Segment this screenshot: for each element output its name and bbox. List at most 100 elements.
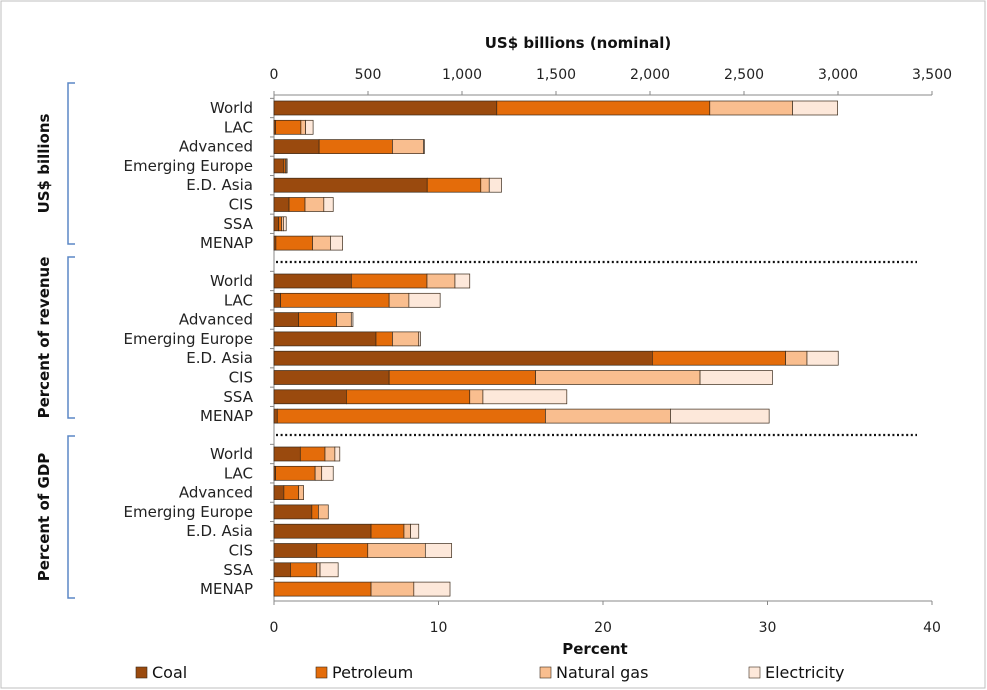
bar-segment-coal xyxy=(273,216,280,232)
bar-segment-petroleum xyxy=(273,581,372,597)
bar-segment-petroleum xyxy=(275,119,302,135)
bar-segment-petroleum xyxy=(426,177,482,193)
labels: 0 500 1,000 1,500 2,000 2,500 3,000 3,500 US$ bi… xyxy=(35,34,952,658)
group-label: US$ billions xyxy=(35,113,53,213)
bar-segment-petroleum xyxy=(651,350,786,366)
bar-segment-electricity xyxy=(305,119,314,135)
bar-segment-natural-gas xyxy=(318,504,329,520)
bar-segment-coal xyxy=(273,273,352,289)
bar-segment-electricity xyxy=(330,235,343,251)
bar-segment-natural-gas xyxy=(370,581,415,597)
bar-segment-electricity xyxy=(488,177,502,193)
bar-segment-electricity xyxy=(424,543,453,558)
category-label: MENAP xyxy=(200,234,253,252)
top-axis-tick-label: 0 xyxy=(270,67,279,83)
category-label: CIS xyxy=(229,196,253,214)
bar-segment-coal xyxy=(273,523,372,539)
bar-segment-coal xyxy=(273,292,281,308)
bar-segment-natural-gas xyxy=(392,139,424,154)
top-axis-tick-label: 1,000 xyxy=(442,67,482,83)
bar-segment-petroleum xyxy=(283,485,300,500)
bar-segment-coal xyxy=(273,370,390,385)
category-label: E.D. Asia xyxy=(186,176,253,194)
category-label: MENAP xyxy=(200,580,253,598)
bar-segment-natural-gas xyxy=(535,370,701,385)
bar-segment-coal xyxy=(273,139,320,154)
top-axis-tick-label: 3,000 xyxy=(818,67,858,83)
legend-label: Petroleum xyxy=(332,663,413,682)
bar-segment-petroleum xyxy=(275,465,316,481)
bottom-axis-title: Percent xyxy=(562,640,627,658)
bar-segment-electricity xyxy=(285,158,288,174)
bar-segment-electricity xyxy=(413,581,451,597)
bar-segment-petroleum xyxy=(370,523,405,539)
category-label: World xyxy=(210,445,253,463)
group-bracket xyxy=(67,82,75,245)
bar-segment-electricity xyxy=(283,216,287,232)
bar-segment-natural-gas xyxy=(367,543,426,558)
legend-label: Electricity xyxy=(765,663,844,682)
bars xyxy=(273,100,839,597)
bar-segment-natural-gas xyxy=(785,350,808,366)
bar-segment-petroleum xyxy=(299,446,326,462)
bottom-axis-tick-label: 20 xyxy=(594,620,612,636)
legend-swatch xyxy=(748,666,761,679)
bar-segment-petroleum xyxy=(346,389,471,405)
bar-segment-electricity xyxy=(418,331,421,347)
bar-segment-petroleum xyxy=(275,235,313,251)
category-label: Advanced xyxy=(179,484,253,502)
bar-segment-coal xyxy=(273,408,278,424)
top-axis-tick-label: 2,000 xyxy=(630,67,670,83)
bottom-axis-tick-label: 40 xyxy=(923,620,941,636)
category-label: LAC xyxy=(224,464,253,482)
bar-segment-natural-gas xyxy=(426,273,456,289)
top-axis-tick-label: 500 xyxy=(355,67,382,83)
group-bracket xyxy=(67,435,75,599)
category-label: Emerging Europe xyxy=(124,157,253,175)
category-label: LAC xyxy=(224,118,253,136)
bar-segment-natural-gas xyxy=(316,562,321,578)
bar-segment-petroleum xyxy=(288,197,306,212)
bar-segment-natural-gas xyxy=(300,119,306,135)
category-label: CIS xyxy=(229,369,253,387)
legend-label: Coal xyxy=(152,663,187,682)
bar-segment-natural-gas xyxy=(324,446,336,462)
bar-segment-electricity xyxy=(806,350,839,366)
bar-segment-petroleum xyxy=(278,216,282,232)
bar-segment-coal xyxy=(273,350,653,366)
category-label: LAC xyxy=(224,291,253,309)
bar-segment-coal xyxy=(273,543,318,558)
bottom-axis-tick-label: 30 xyxy=(759,620,777,636)
legend-swatch xyxy=(315,666,328,679)
bar-segment-coal xyxy=(273,446,301,462)
category-label: SSA xyxy=(223,561,253,579)
bar-segment-electricity xyxy=(670,408,770,424)
bar-segment-petroleum xyxy=(318,139,393,154)
bar-segment-petroleum xyxy=(280,292,390,308)
bar-segment-coal xyxy=(273,312,300,327)
legend-swatch xyxy=(135,666,148,679)
bar-segment-coal xyxy=(273,485,285,500)
category-label: World xyxy=(210,272,253,290)
category-label: Emerging Europe xyxy=(124,330,253,348)
category-label: MENAP xyxy=(200,407,253,425)
top-axis-tick-label: 3,500 xyxy=(912,67,952,83)
legend: Coal Petroleum Natural gas Electricity xyxy=(135,663,844,682)
bar-segment-natural-gas xyxy=(480,177,490,193)
category-label: World xyxy=(210,99,253,117)
bar-segment-natural-gas xyxy=(545,408,671,424)
group-label: Percent of GDP xyxy=(35,453,53,582)
bar-segment-natural-gas xyxy=(336,312,352,327)
bar-segment-natural-gas xyxy=(304,197,325,212)
bar-segment-electricity xyxy=(410,523,420,539)
bar-segment-petroleum xyxy=(375,331,393,347)
bar-segment-petroleum xyxy=(298,312,337,327)
bar-segment-coal xyxy=(273,389,347,405)
bar-segment-electricity xyxy=(323,197,334,212)
bar-segment-coal xyxy=(273,177,428,193)
bar-segment-petroleum xyxy=(388,370,536,385)
bar-segment-natural-gas xyxy=(709,100,793,116)
bar-segment-coal xyxy=(273,331,377,347)
bar-segment-electricity xyxy=(792,100,838,116)
